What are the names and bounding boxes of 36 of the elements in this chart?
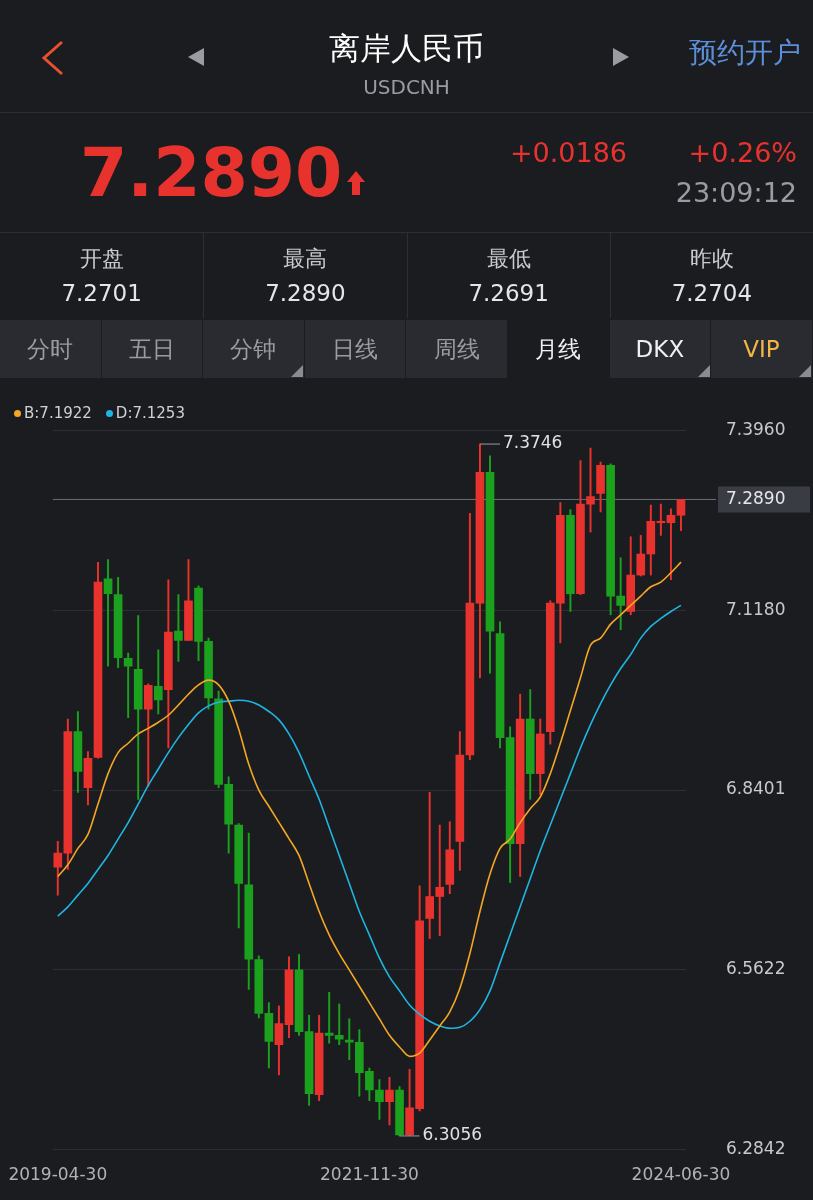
text: +0.26% (688, 137, 797, 168)
text: 最高 (282, 245, 329, 273)
y-tick-label: 6.2842 (726, 1138, 786, 1159)
text: 7.2701 (60, 280, 143, 306)
text: 月线 (508, 320, 609, 378)
text: 7.2691 (467, 280, 550, 306)
text: 7.2890 (264, 280, 347, 306)
text: 最低 (485, 245, 532, 273)
y-tick-label: 7.1180 (726, 598, 786, 619)
legend-label: D:7.1253 (115, 404, 185, 422)
text: 23:09:12 (675, 177, 797, 208)
x-tick-label: 2019-04-30 (8, 1164, 108, 1185)
annotation: 7.3746 (502, 432, 563, 453)
text: 五日 (101, 320, 203, 378)
ref-line-label: 7.2890 (726, 487, 786, 508)
y-tick-label: 6.5622 (726, 958, 786, 979)
text: 分钟 (203, 320, 304, 378)
text: 7.2890 (80, 133, 344, 212)
legend-label: B:7.1922 (24, 404, 92, 422)
y-tick-label: 7.3960 (726, 418, 786, 439)
text: 昨收 (688, 245, 735, 273)
text: VIP (711, 320, 812, 378)
text: 预约开户 (689, 36, 801, 69)
annotation: 6.3056 (422, 1124, 483, 1145)
text: +0.0186 (509, 137, 627, 168)
x-tick-label: 2021-11-30 (319, 1164, 419, 1185)
text: 周线 (406, 320, 507, 378)
x-tick-label: 2024-06-30 (631, 1164, 731, 1185)
text: 分时 (0, 320, 101, 378)
text: 7.2704 (670, 280, 754, 306)
chart-title: 离岸人民币 (329, 30, 484, 66)
y-tick-label: 6.8401 (726, 778, 786, 799)
text: 开盘 (78, 245, 125, 273)
text: DKX (609, 320, 711, 378)
text: 日线 (304, 320, 406, 378)
chart-subtitle: USDCNH (362, 75, 451, 99)
